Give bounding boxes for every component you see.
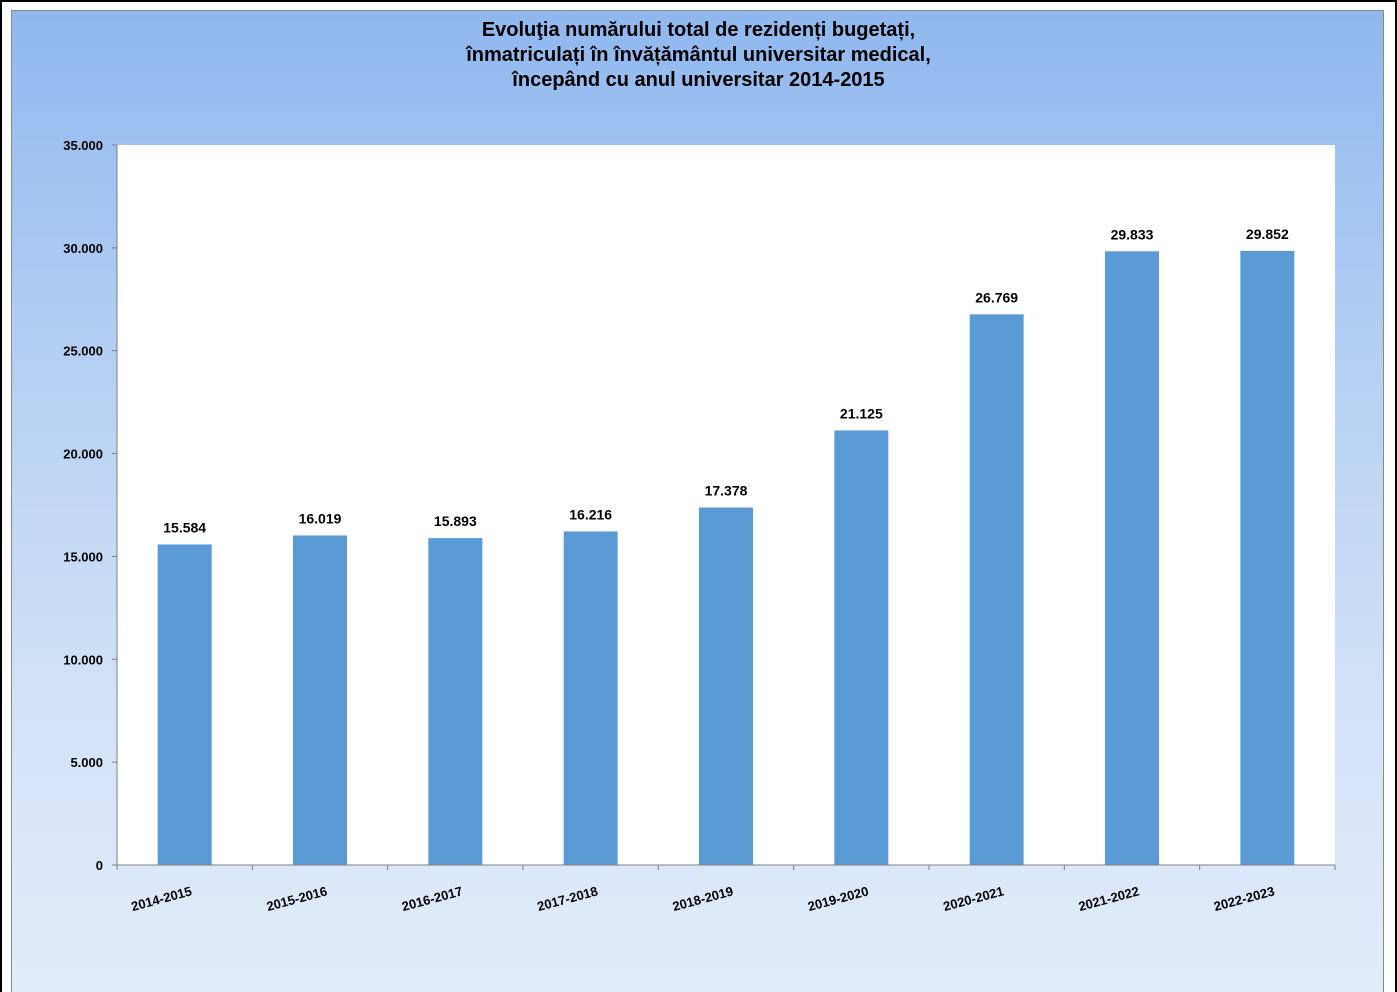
bar (699, 507, 753, 865)
y-tick-label: 20.000 (63, 447, 103, 462)
chart-title: Evoluţia numărului total de rezidenți bu… (0, 18, 1397, 93)
y-tick-label: 30.000 (63, 241, 103, 256)
chart-title-line-3: începând cu anul universitar 2014-2015 (512, 69, 885, 91)
y-tick-label: 10.000 (63, 652, 103, 667)
bar-value-label: 15.893 (434, 513, 477, 529)
y-tick-label: 25.000 (63, 344, 103, 359)
y-tick-label: 0 (96, 858, 103, 873)
bar-value-label: 15.584 (163, 519, 206, 535)
x-tick-label: 2017-2018 (536, 883, 600, 914)
bar (563, 531, 618, 865)
x-tick-label: 2021-2022 (1077, 883, 1141, 914)
y-tick-label: 15.000 (63, 549, 103, 564)
x-tick-label: 2019-2020 (806, 883, 870, 914)
y-tick-label: 5.000 (70, 755, 103, 770)
bar (969, 314, 1024, 865)
x-tick-label: 2018-2019 (671, 883, 735, 914)
y-tick-label: 35.000 (63, 138, 103, 153)
bar (157, 544, 212, 865)
bar-value-label: 16.216 (569, 506, 612, 522)
bars-group (157, 250, 1295, 865)
bar (428, 538, 483, 865)
x-tick-label: 2020-2021 (942, 883, 1006, 914)
x-tick-label: 2014-2015 (130, 883, 194, 914)
x-tick-label: 2022-2023 (1212, 883, 1276, 914)
bar-value-label: 26.769 (975, 289, 1018, 305)
bar-value-label: 17.378 (705, 483, 748, 499)
bar-value-label: 29.852 (1246, 226, 1289, 242)
y-axis: 0 5.000 10.000 15.000 20.000 25.000 30.000 35.0… (63, 138, 118, 873)
chart-title-line-2: înmatriculați în învățământul universita… (466, 44, 931, 66)
bar-value-label: 29.833 (1111, 226, 1154, 242)
bar (1105, 251, 1159, 865)
outer-border-left (0, 0, 2, 992)
bar (834, 430, 889, 865)
bar (1240, 250, 1295, 865)
bar-value-label: 16.019 (299, 510, 342, 526)
x-tick-label: 2015-2016 (265, 883, 329, 914)
x-axis: 2014-2015 2015-2016 2016-2017 2017-2018 2018… (116, 864, 1336, 914)
outer-border-top (0, 0, 1397, 2)
bar-value-label: 21.125 (840, 405, 883, 421)
chart-title-line-1: Evoluţia numărului total de rezidenți bu… (481, 19, 916, 41)
x-tick-label: 2016-2017 (400, 883, 464, 914)
outer-border-right (1395, 0, 1397, 992)
value-labels-group: 15.584 16.019 15.893 16.216 17.378 21.125 26.7… (163, 226, 1289, 536)
bar (293, 535, 347, 865)
